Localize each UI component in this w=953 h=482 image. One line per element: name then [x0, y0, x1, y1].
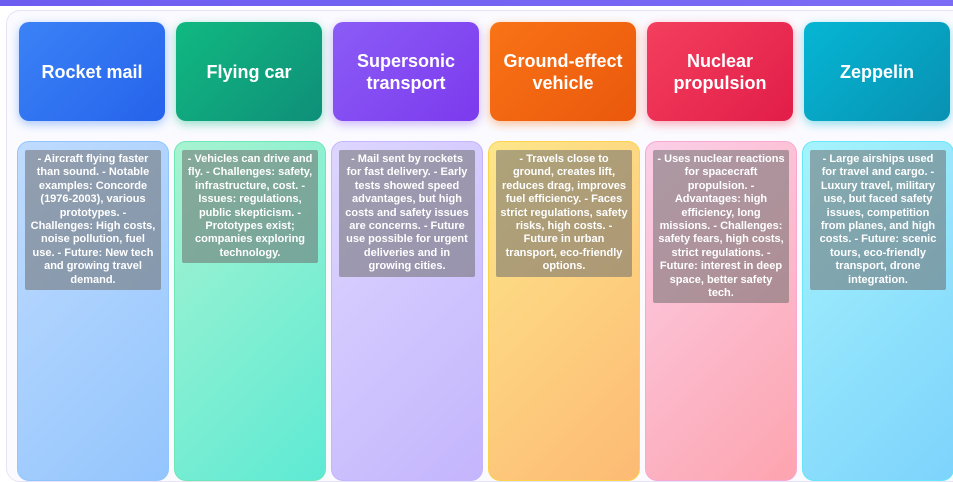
column-header[interactable]: Ground-effect vehicle [490, 22, 636, 121]
column-note: - Uses nuclear reactions for spacecraft … [653, 150, 789, 304]
column-header[interactable]: Zeppelin [804, 22, 950, 121]
top-accent-bar [0, 0, 953, 6]
column-note: - Large airships used for travel and car… [810, 150, 946, 291]
column-body: - Large airships used for travel and car… [802, 141, 953, 481]
column-body: - Aircraft flying faster than sound. - N… [17, 141, 169, 481]
column-note: - Aircraft flying faster than sound. - N… [25, 150, 161, 291]
column-header[interactable]: Rocket mail [19, 22, 165, 121]
column-note: - Mail sent by rockets for fast delivery… [339, 150, 475, 277]
column-body: - Travels close to ground, creates lift,… [488, 141, 640, 481]
column-header[interactable]: Supersonic transport [333, 22, 479, 121]
column-body: - Mail sent by rockets for fast delivery… [331, 141, 483, 481]
column-header[interactable]: Nuclear propulsion [647, 22, 793, 121]
column-note: - Travels close to ground, creates lift,… [496, 150, 632, 277]
column-header[interactable]: Flying car [176, 22, 322, 121]
column-note: - Vehicles can drive and fly. - Challeng… [182, 150, 318, 264]
column-body: - Vehicles can drive and fly. - Challeng… [174, 141, 326, 481]
column-body: - Uses nuclear reactions for spacecraft … [645, 141, 797, 481]
